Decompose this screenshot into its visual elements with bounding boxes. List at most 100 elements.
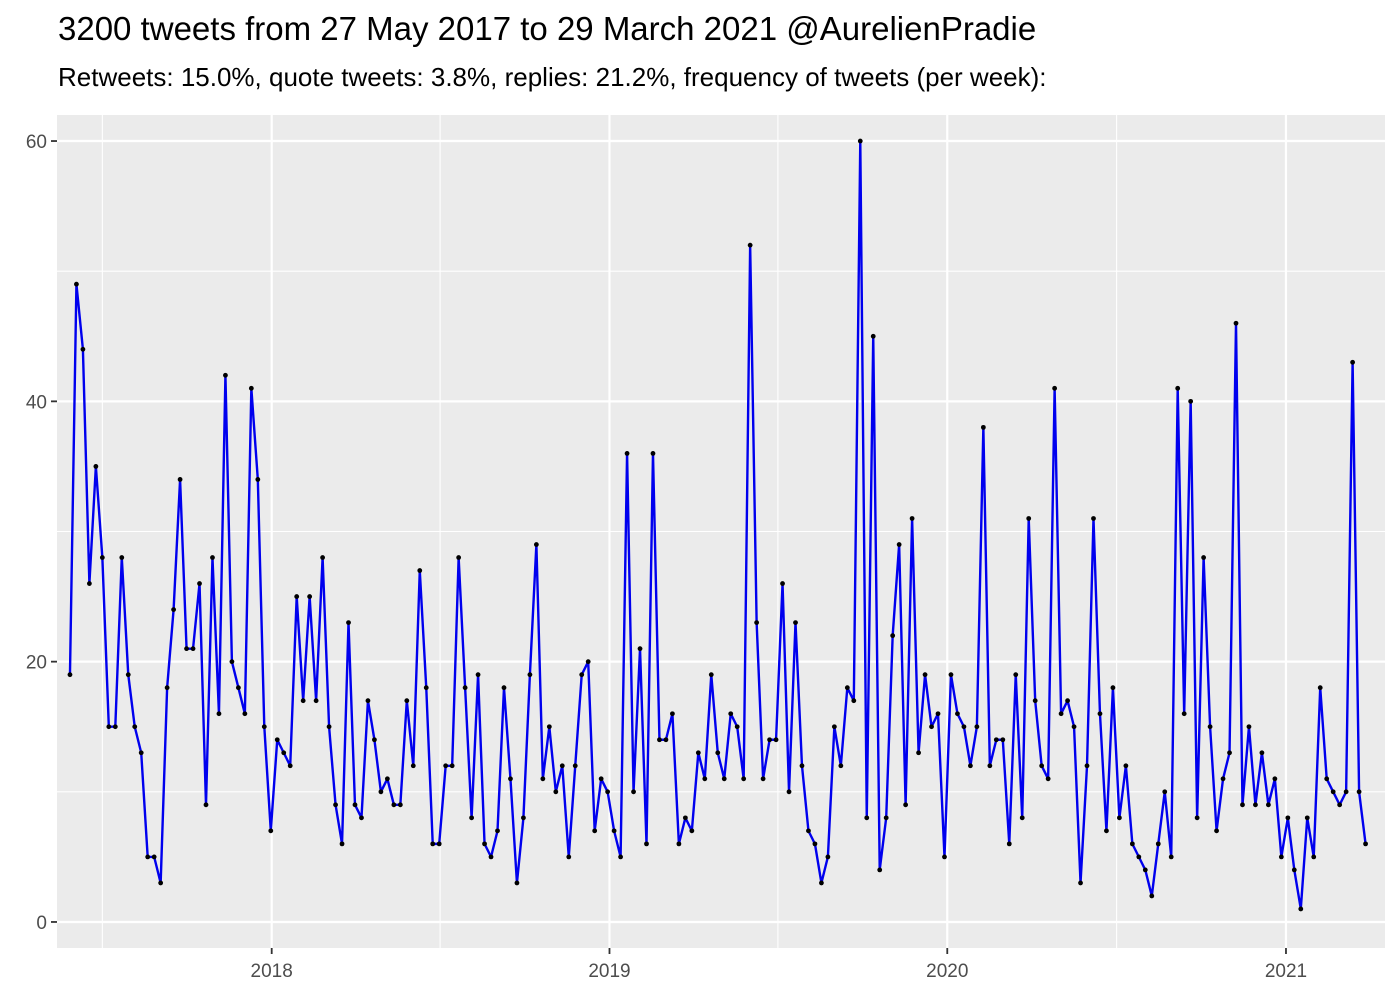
data-point bbox=[475, 672, 481, 678]
data-point bbox=[1330, 789, 1336, 795]
data-point bbox=[261, 724, 267, 730]
data-point bbox=[365, 698, 371, 704]
data-point bbox=[851, 698, 857, 704]
data-point bbox=[553, 789, 559, 795]
data-point bbox=[164, 685, 170, 691]
data-point bbox=[99, 555, 105, 560]
data-point bbox=[501, 685, 507, 691]
data-point bbox=[521, 815, 526, 821]
data-point bbox=[1006, 841, 1012, 847]
x-tick-label: 2019 bbox=[588, 961, 630, 982]
data-point bbox=[443, 763, 449, 769]
data-point bbox=[877, 867, 883, 873]
data-point bbox=[1285, 815, 1291, 821]
data-point bbox=[203, 802, 209, 808]
data-point bbox=[611, 828, 617, 834]
data-point bbox=[281, 750, 287, 756]
chart-subtitle: Retweets: 15.0%, quote tweets: 3.8%, rep… bbox=[58, 62, 1047, 92]
data-point bbox=[1272, 776, 1278, 782]
data-point bbox=[112, 724, 118, 730]
data-point bbox=[909, 516, 915, 521]
data-point bbox=[1363, 841, 1368, 847]
data-point bbox=[1123, 763, 1129, 769]
data-point bbox=[346, 620, 351, 626]
data-point bbox=[527, 672, 533, 678]
data-point bbox=[695, 750, 701, 756]
data-point bbox=[1207, 724, 1213, 730]
data-point bbox=[1278, 854, 1284, 860]
data-point bbox=[1201, 555, 1207, 560]
x-tick-label: 2018 bbox=[251, 961, 293, 982]
x-axis-labels: 2018 2019 2020 2021 bbox=[251, 961, 1308, 982]
data-point bbox=[508, 776, 513, 782]
data-point bbox=[229, 659, 235, 665]
data-point bbox=[138, 750, 144, 756]
data-point bbox=[747, 242, 753, 248]
data-point bbox=[676, 841, 682, 847]
data-point bbox=[274, 737, 280, 743]
data-point bbox=[436, 841, 442, 847]
data-point bbox=[734, 724, 740, 730]
data-point bbox=[657, 737, 662, 743]
data-point bbox=[1253, 802, 1258, 808]
data-point bbox=[1117, 815, 1122, 821]
data-point bbox=[916, 750, 921, 756]
data-point bbox=[1019, 815, 1025, 821]
data-point bbox=[780, 581, 785, 586]
data-point bbox=[1149, 893, 1155, 899]
data-point bbox=[352, 802, 358, 808]
data-point bbox=[903, 802, 909, 808]
data-point bbox=[1343, 789, 1349, 795]
data-point bbox=[825, 854, 831, 860]
data-point bbox=[1032, 698, 1038, 704]
data-point bbox=[592, 828, 598, 834]
data-point bbox=[482, 841, 487, 847]
data-point bbox=[514, 880, 520, 886]
data-point bbox=[1246, 724, 1252, 730]
data-point bbox=[1142, 867, 1148, 873]
y-tick-label: 60 bbox=[26, 132, 47, 153]
data-point bbox=[682, 815, 688, 821]
data-point bbox=[773, 737, 779, 743]
data-point bbox=[417, 568, 423, 573]
data-point bbox=[235, 685, 241, 691]
data-point bbox=[1168, 854, 1174, 860]
data-point bbox=[469, 815, 474, 821]
data-point bbox=[793, 620, 798, 626]
data-point bbox=[637, 646, 643, 652]
data-point bbox=[1065, 698, 1070, 704]
data-point bbox=[106, 724, 112, 730]
data-point bbox=[806, 828, 811, 834]
data-point bbox=[1013, 672, 1019, 678]
data-point bbox=[974, 724, 980, 730]
data-point bbox=[397, 802, 403, 808]
data-point bbox=[644, 841, 649, 847]
data-point bbox=[248, 385, 254, 391]
data-point bbox=[145, 854, 151, 860]
data-point bbox=[242, 711, 248, 717]
data-point bbox=[540, 776, 546, 782]
data-point bbox=[158, 880, 164, 886]
data-point bbox=[605, 789, 611, 795]
data-point bbox=[171, 607, 177, 612]
data-point bbox=[650, 451, 656, 456]
data-point bbox=[74, 281, 79, 287]
data-point bbox=[618, 854, 623, 860]
data-point bbox=[300, 698, 306, 704]
data-point bbox=[598, 776, 604, 782]
data-point bbox=[955, 711, 960, 717]
data-point bbox=[1078, 880, 1083, 886]
chart-title: 3200 tweets from 27 May 2017 to 29 March… bbox=[58, 10, 1037, 47]
data-point bbox=[890, 633, 896, 639]
data-point bbox=[663, 737, 669, 743]
data-point bbox=[1324, 776, 1330, 782]
series-layer bbox=[67, 138, 1368, 912]
data-point bbox=[1058, 711, 1064, 717]
data-point bbox=[1084, 763, 1090, 769]
data-point bbox=[255, 477, 261, 482]
data-point bbox=[80, 346, 86, 352]
data-point bbox=[1175, 385, 1181, 391]
data-point bbox=[838, 763, 844, 769]
data-point bbox=[190, 646, 196, 652]
x-tick-label: 2021 bbox=[1265, 961, 1307, 982]
